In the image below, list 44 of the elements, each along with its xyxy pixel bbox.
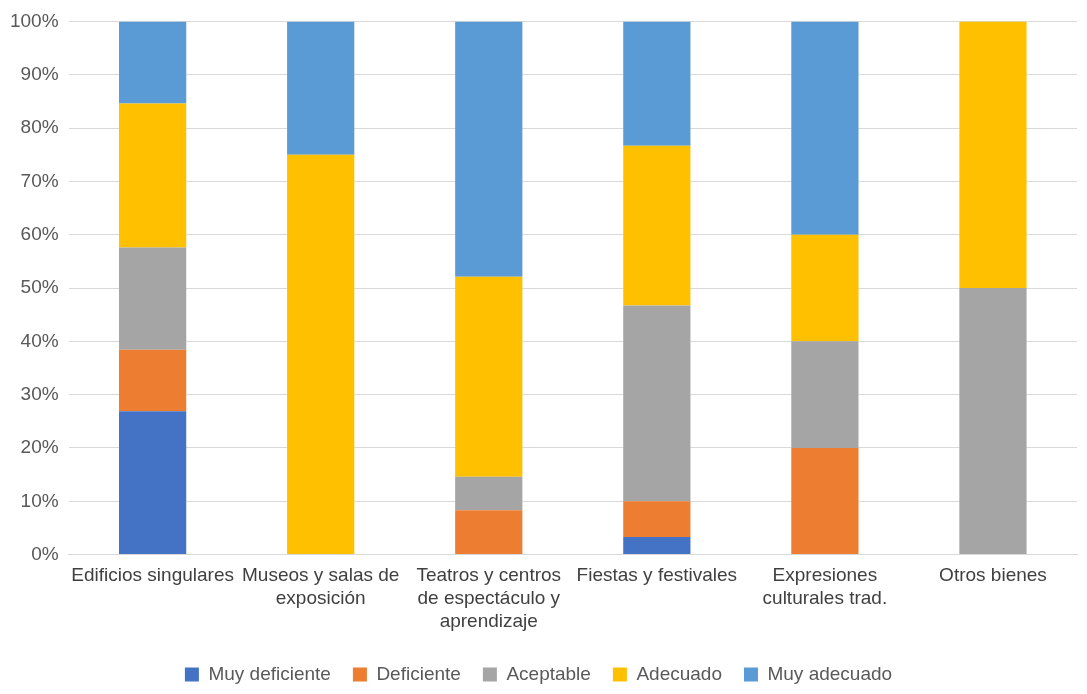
x-tick-label: Otros bienes (939, 564, 1047, 586)
bar (287, 154, 355, 555)
legend-label: Adecuado (636, 662, 722, 684)
bar (119, 103, 187, 248)
bar (119, 247, 187, 350)
bar (623, 21, 691, 146)
bar (119, 21, 187, 104)
legend-label: Muy deficiente (208, 662, 331, 684)
x-tick-label: Expresiones culturales trad. (762, 564, 888, 609)
bar (959, 21, 1027, 288)
bar (119, 411, 187, 555)
legend-label: Muy adecuado (767, 662, 893, 684)
bar (791, 447, 859, 555)
y-tick-label: 30% (20, 382, 59, 404)
y-tick-label: 40% (20, 329, 59, 351)
y-tick-label: 100% (9, 9, 59, 31)
y-tick-label: 80% (20, 116, 59, 138)
bar (287, 21, 355, 155)
bar (455, 510, 523, 555)
bar (791, 341, 859, 448)
bar (623, 537, 691, 555)
y-tick-label: 60% (20, 222, 59, 244)
bar (623, 501, 691, 537)
x-tick-label: Fiestas y festivales (576, 564, 738, 586)
legend-label: Deficiente (376, 662, 461, 684)
y-tick-label: 70% (20, 169, 59, 191)
bar (791, 234, 859, 342)
bar (455, 476, 523, 511)
bar (623, 305, 691, 502)
legend-label: Aceptable (506, 662, 591, 684)
x-tick-label: Teatros y centros de espectáculo y aprendizaje (416, 564, 562, 631)
y-tick-label: 50% (20, 276, 59, 298)
y-tick-label: 20% (20, 436, 59, 458)
bar (959, 288, 1027, 555)
bar (455, 276, 523, 477)
y-tick-label: 90% (20, 62, 59, 84)
y-tick-label: 0% (31, 542, 59, 564)
x-tick-label: Edificios singulares (71, 564, 234, 586)
x-tick-label: Museos y salas de exposición (242, 564, 400, 609)
bar (119, 349, 187, 412)
bar (623, 145, 691, 306)
y-tick-label: 10% (20, 489, 59, 511)
bar (455, 21, 523, 277)
bar (791, 21, 859, 235)
